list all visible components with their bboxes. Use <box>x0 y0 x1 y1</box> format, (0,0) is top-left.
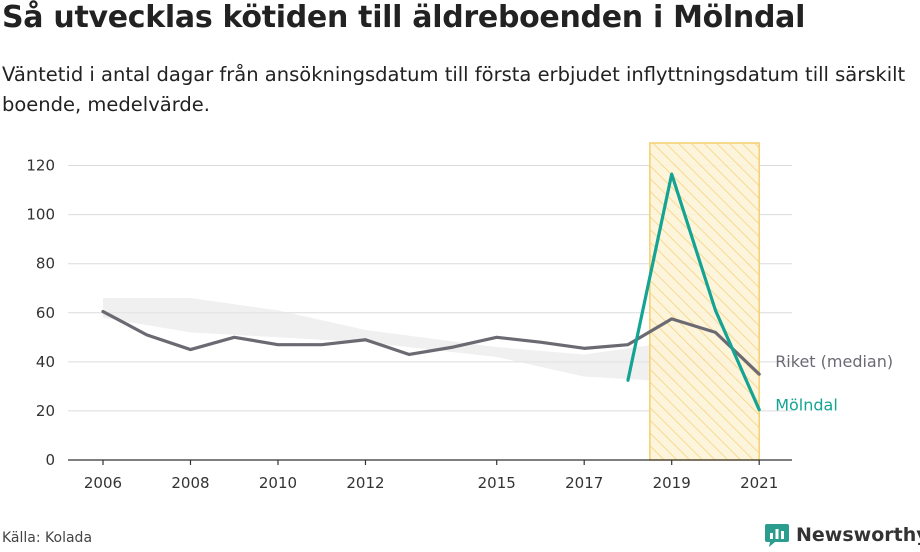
riket-range-band <box>102 298 760 382</box>
range-band <box>102 298 760 382</box>
y-tick-label: 0 <box>45 451 55 469</box>
series-line-mölndal <box>626 172 761 412</box>
x-tick-label: 2010 <box>259 474 297 492</box>
series-line-riket-median <box>101 309 761 376</box>
y-axis-ticks: 0 20 40 60 80 100 120 <box>26 157 55 469</box>
y-tick-label: 20 <box>36 402 55 420</box>
highlight-area <box>649 142 760 461</box>
newsworthy-logo-icon <box>765 524 789 547</box>
source-note: Källa: Kolada <box>2 530 93 546</box>
y-tick-label: 80 <box>36 255 55 273</box>
highlight-rect <box>649 142 760 461</box>
series-label-riket-median: Riket (median) <box>775 352 893 371</box>
chart-subtitle: Väntetid i antal dagar från ansökningsda… <box>2 63 906 116</box>
y-tick-label: 120 <box>26 157 55 175</box>
chart-title: Så utvecklas kötiden till äldreboenden i… <box>2 0 806 35</box>
brand-logo: Newsworthy <box>764 520 920 550</box>
x-tick-label: 2008 <box>171 474 209 492</box>
y-tick-label: 100 <box>26 206 55 224</box>
brand-name: Newsworthy <box>796 524 920 546</box>
x-axis-ticks: 2006 2008 2010 2012 2015 2017 2019 2021 <box>84 460 778 492</box>
x-tick-label: 2012 <box>346 474 384 492</box>
x-tick-label: 2019 <box>653 474 691 492</box>
x-tick-label: 2006 <box>84 474 122 492</box>
x-tick-label: 2021 <box>740 474 778 492</box>
series-labels: Riket (median) Mölndal <box>775 352 893 415</box>
y-tick-label: 60 <box>36 304 55 322</box>
y-tick-label: 40 <box>36 353 55 371</box>
x-tick-label: 2017 <box>565 474 603 492</box>
x-tick-label: 2015 <box>478 474 516 492</box>
series-lines <box>101 172 761 412</box>
series-label-mölndal: Mölndal <box>775 396 838 415</box>
